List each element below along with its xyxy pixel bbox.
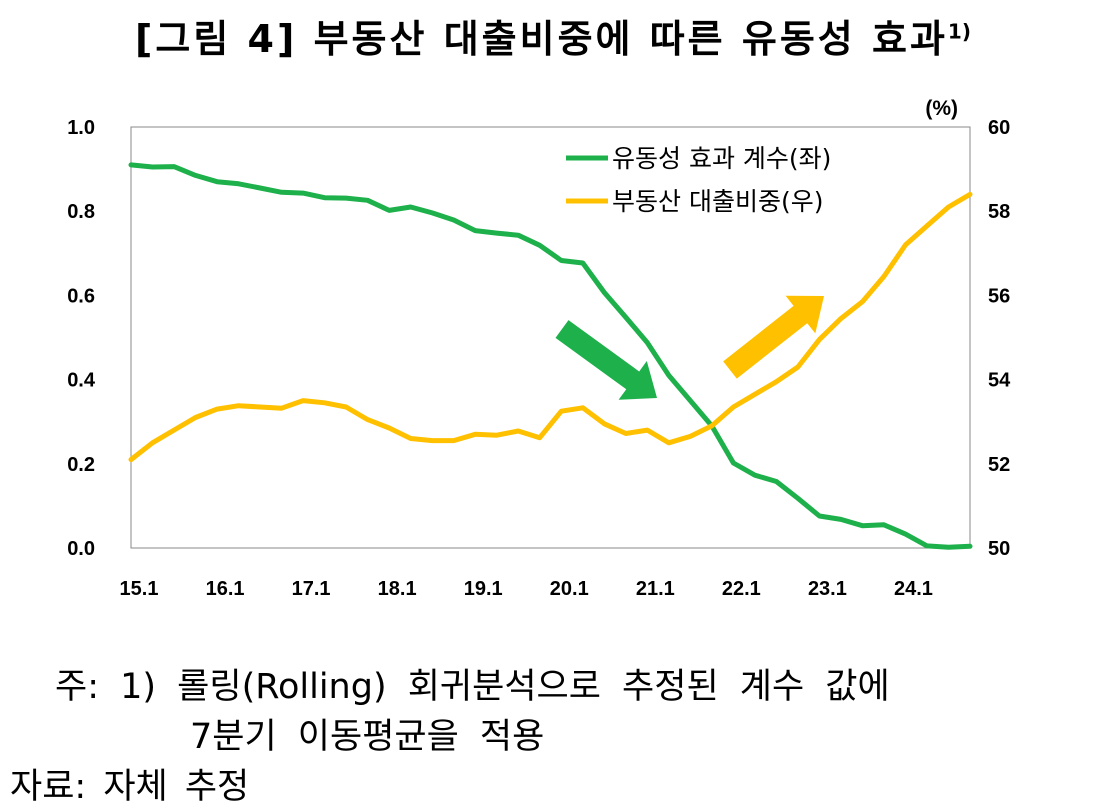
chart: 0.0 0.2 0.4 0.6 0.8 1.0 50 52 54 56 58 60 15.1 16.1… (67, 97, 1011, 600)
series-layer (128, 162, 973, 550)
x-tick-label: 23.1 (808, 578, 847, 600)
x-tick-label: 16.1 (206, 578, 245, 600)
y-left-axis: 0.0 0.2 0.4 0.6 0.8 1.0 (67, 117, 96, 560)
source-note: 자료: 자체 추정 (10, 767, 250, 807)
footnote-line-2: 7분기 이동평균을 적용 (190, 717, 545, 757)
series-line-liquidity-coefficient (128, 162, 973, 550)
x-tick-label: 17.1 (292, 578, 331, 600)
x-tick-label: 21.1 (636, 578, 675, 600)
x-tick-label: 20.1 (550, 578, 589, 600)
y-left-tick-label: 0.6 (67, 285, 95, 307)
x-tick-label: 24.1 (894, 578, 933, 600)
legend-label-realestate: 부동산 대출비중(우) (612, 187, 823, 216)
y-right-tick-label: 50 (988, 538, 1010, 560)
plot-frame (130, 126, 971, 549)
y-right-axis: 50 52 54 56 58 60 (988, 117, 1011, 560)
y-left-tick-label: 1.0 (67, 117, 95, 139)
trend-arrow-up (723, 295, 824, 379)
x-axis: 15.1 16.1 17.1 18.1 19.1 20.1 21.1 22.1 23.1 24.1 (120, 578, 933, 600)
x-tick-label: 15.1 (120, 578, 159, 600)
y-left-tick-label: 0.4 (67, 370, 96, 392)
y-left-tick-label: 0.8 (67, 201, 95, 223)
right-axis-unit: (%) (925, 97, 958, 120)
arrow-layer (555, 295, 824, 400)
x-tick-label: 22.1 (722, 578, 761, 600)
y-right-tick-label: 54 (988, 370, 1011, 392)
chart-title-text: [그림 4] 부동산 대출비중에 따른 유동성 효과 (135, 17, 948, 61)
footnote-line-1: 주: 1) 롤링(Rolling) 회귀분석으로 추정된 계수 값에 (55, 667, 890, 707)
y-right-tick-label: 56 (988, 285, 1010, 307)
trend-arrow-down (555, 320, 657, 400)
y-right-tick-label: 60 (988, 117, 1010, 139)
series-line-realestate-loan-share (128, 191, 973, 463)
y-right-tick-label: 58 (988, 201, 1010, 223)
legend: 유동성 효과 계수(좌) 부동산 대출비중(우) (566, 144, 831, 216)
legend-label-liquidity: 유동성 효과 계수(좌) (612, 144, 831, 173)
title-footnote-mark: 1) (947, 19, 971, 44)
chart-title: [그림 4] 부동산 대출비중에 따른 유동성 효과1) (0, 8, 1106, 63)
y-right-tick-label: 52 (988, 454, 1010, 476)
y-left-tick-label: 0.0 (67, 538, 95, 560)
x-tick-label: 18.1 (378, 578, 417, 600)
x-tick-label: 19.1 (464, 578, 503, 600)
y-left-tick-label: 0.2 (67, 454, 95, 476)
